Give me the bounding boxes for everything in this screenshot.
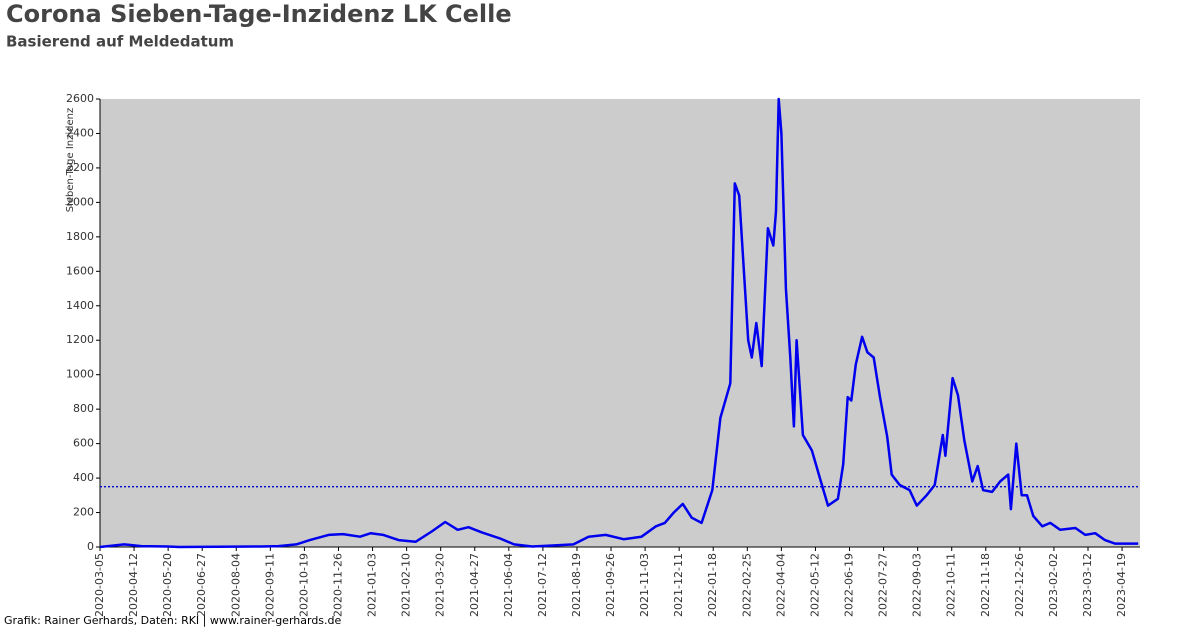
x-tick-label: 2022-09-03 [911, 553, 924, 617]
x-tick-label: 2022-07-27 [877, 553, 890, 617]
x-tick-label: 2021-08-19 [570, 553, 583, 617]
x-tick-label: 2022-02-25 [740, 553, 753, 617]
y-axis-label: Sieben-Tage Inzidenz [65, 108, 76, 212]
x-tick-label: 2021-04-27 [468, 553, 481, 617]
x-tick-label: 2023-03-12 [1081, 553, 1094, 617]
x-tick-label: 2021-07-12 [536, 553, 549, 617]
chart-title: Corona Sieben-Tage-Inzidenz LK Celle [6, 0, 512, 28]
x-tick-label: 2022-06-19 [843, 553, 856, 617]
y-tick-label: 2200 [66, 161, 94, 174]
data-line [99, 97, 1139, 549]
x-tick-label: 2020-03-05 [93, 553, 106, 617]
x-tick-label: 2023-02-02 [1047, 553, 1060, 617]
y-tick-label: 600 [73, 437, 94, 450]
y-tick-label: 800 [73, 402, 94, 415]
x-tick-label: 2022-10-11 [945, 553, 958, 617]
y-tick-label: 1600 [66, 264, 94, 277]
y-tick-label: 2000 [66, 195, 94, 208]
y-tick-label: 1000 [66, 368, 94, 381]
x-tick-label: 2020-06-27 [195, 553, 208, 617]
y-tick-label: 400 [73, 471, 94, 484]
x-tick-label: 2020-09-11 [263, 553, 276, 617]
x-tick-label: 2022-11-18 [979, 553, 992, 617]
x-tick-label: 2021-01-03 [366, 553, 379, 617]
x-tick-label: 2022-05-12 [808, 553, 821, 617]
y-tick-label: 1200 [66, 333, 94, 346]
chart-subtitle: Basierend auf Meldedatum [6, 33, 234, 51]
x-tick-label: 2021-03-20 [434, 553, 447, 617]
y-tick-label: 2600 [66, 92, 94, 105]
x-tick-label: 2021-06-04 [502, 553, 515, 617]
x-tick-label: 2022-01-18 [706, 553, 719, 617]
y-tick-label: 1800 [66, 230, 94, 243]
x-tick-label: 2023-04-19 [1115, 553, 1128, 617]
x-tick-label: 2022-04-04 [774, 553, 787, 617]
x-tick-label: 2021-09-26 [604, 553, 617, 617]
x-tick-label: 2021-11-03 [638, 553, 651, 617]
footer: Grafik: Rainer Gerhards, Daten: RKI | ww… [4, 614, 342, 627]
x-tick-label: 2020-11-26 [331, 553, 344, 617]
x-tick-label: 2020-10-19 [297, 553, 310, 617]
y-tick-label: 1400 [66, 299, 94, 312]
y-tick-label: 0 [87, 540, 94, 553]
y-tick-label: 200 [73, 506, 94, 519]
x-tick-label: 2020-05-20 [161, 553, 174, 617]
x-tick-label: 2020-04-12 [127, 553, 140, 617]
y-tick-label: 2400 [66, 126, 94, 139]
plot-background [100, 99, 1140, 547]
x-tick-label: 2021-02-10 [400, 553, 413, 617]
x-tick-label: 2020-08-04 [229, 553, 242, 617]
x-tick-label: 2022-12-26 [1013, 553, 1026, 617]
x-tick-label: 2021-12-11 [672, 553, 685, 617]
